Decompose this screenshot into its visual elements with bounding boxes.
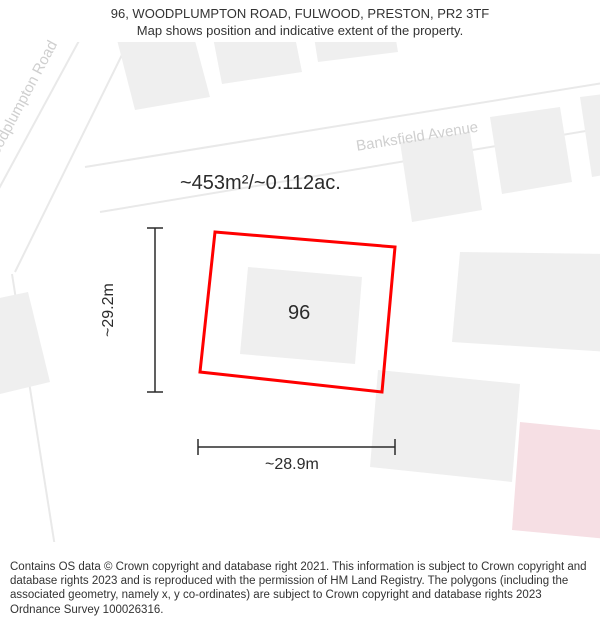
footer: Contains OS data © Crown copyright and d… xyxy=(0,554,600,625)
footer-text: Contains OS data © Crown copyright and d… xyxy=(10,561,587,616)
dim-vertical-label: ~29.2m xyxy=(100,283,118,337)
header: 96, WOODPLUMPTON ROAD, FULWOOD, PRESTON,… xyxy=(0,0,600,44)
dim-horizontal-label: ~28.9m xyxy=(265,456,319,474)
plot-number: 96 xyxy=(288,302,310,325)
address-line: 96, WOODPLUMPTON ROAD, FULWOOD, PRESTON,… xyxy=(10,6,590,23)
subtitle-line: Map shows position and indicative extent… xyxy=(10,23,590,40)
map-canvas: Woodplumpton Road Banksfield Avenue ~453… xyxy=(0,42,600,542)
area-label: ~453m²/~0.112ac. xyxy=(180,172,341,195)
